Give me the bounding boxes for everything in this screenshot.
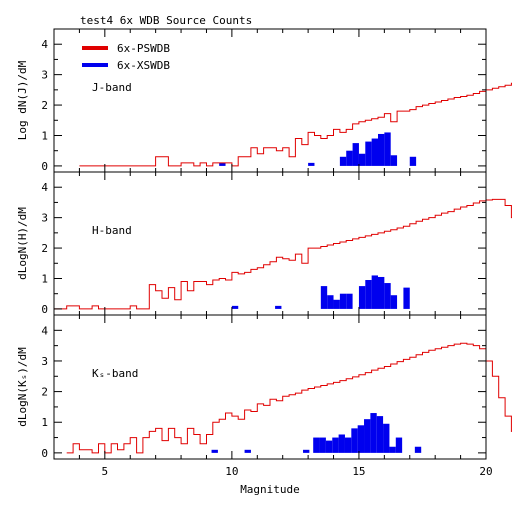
xs-bar xyxy=(219,162,226,166)
xs-bar xyxy=(376,416,384,453)
xs-bar xyxy=(327,295,334,309)
xs-bar xyxy=(371,275,378,309)
y-axis-label: Log dN(J)/dM xyxy=(16,60,29,140)
y-tick-label: 4 xyxy=(41,324,48,337)
xs-bar xyxy=(378,133,385,166)
xs-bar xyxy=(339,156,347,166)
y-tick-label: 0 xyxy=(41,160,48,173)
xs-bar xyxy=(351,428,358,453)
xs-bar xyxy=(231,305,239,309)
xs-bar xyxy=(346,293,353,309)
xs-bar xyxy=(357,425,365,453)
y-tick-label: 0 xyxy=(41,303,48,316)
xs-bar xyxy=(409,156,417,166)
xs-bar xyxy=(365,141,372,166)
x-tick-label: 5 xyxy=(102,465,109,478)
y-tick-label: 3 xyxy=(41,69,48,82)
ps-step-line xyxy=(79,82,512,167)
y-tick-label: 1 xyxy=(41,272,48,285)
xs-bar xyxy=(346,150,353,166)
xs-bar xyxy=(275,305,282,309)
chart-title: test4 6x WDB Source Counts xyxy=(80,14,252,27)
xs-bar xyxy=(313,437,320,453)
xs-bar xyxy=(333,299,340,309)
xs-bar xyxy=(325,440,333,453)
xs-bar xyxy=(320,286,328,309)
xs-bar xyxy=(383,423,390,453)
y-tick-label: 3 xyxy=(41,355,48,368)
xs-bar xyxy=(332,437,339,453)
x-tick-label: 20 xyxy=(479,465,492,478)
y-tick-label: 1 xyxy=(41,416,48,429)
panel-2: 0 1 2 3 4 dLogN(Kₛ)/dM Kₛ-band xyxy=(16,314,512,460)
panel-0: 0 1 2 3 4 Log dN(J)/dM J-band xyxy=(16,28,512,173)
xs-bar xyxy=(303,449,310,453)
xs-bar xyxy=(244,449,251,453)
x-axis-label: Magnitude xyxy=(240,483,300,496)
y-tick-label: 0 xyxy=(41,447,48,460)
y-tick-label: 4 xyxy=(41,38,48,51)
legend: 6x-PSWDB 6x-XSWDB xyxy=(82,42,170,72)
xs-bar xyxy=(364,419,371,453)
xs-bar xyxy=(414,446,422,453)
xs-bar xyxy=(211,449,218,453)
y-tick-label: 2 xyxy=(41,242,48,255)
y-tick-label: 2 xyxy=(41,99,48,112)
xs-bar xyxy=(384,283,391,309)
band-label: J-band xyxy=(92,81,132,94)
xs-bar xyxy=(338,434,345,453)
y-tick-label: 2 xyxy=(41,386,48,399)
xs-bar xyxy=(358,286,366,309)
xs-bar xyxy=(390,295,398,309)
panel-frame xyxy=(53,314,487,460)
xs-bar xyxy=(352,143,359,166)
y-tick-label: 1 xyxy=(41,129,48,142)
band-label: Kₛ-band xyxy=(92,367,138,380)
xs-bar xyxy=(344,437,352,453)
ps-step-line xyxy=(66,342,512,454)
y-axis-label: dLogN(H)/dM xyxy=(16,207,29,280)
x-tick-label: 10 xyxy=(225,465,238,478)
xs-bar xyxy=(365,280,372,309)
legend-label-xswdb: 6x-XSWDB xyxy=(117,59,170,72)
xs-bar xyxy=(339,293,347,309)
xs-bar xyxy=(371,138,378,166)
panel-1: 0 1 2 3 4 dLogN(H)/dM H-band xyxy=(16,171,512,316)
y-tick-label: 4 xyxy=(41,181,48,194)
y-axis-label: dLogN(Kₛ)/dM xyxy=(16,347,29,427)
xs-bar xyxy=(358,153,366,166)
xs-bar xyxy=(389,446,396,453)
y-tick-label: 3 xyxy=(41,212,48,225)
xs-bar xyxy=(370,413,377,453)
legend-label-pswdb: 6x-PSWDB xyxy=(117,42,170,55)
x-tick-label: 15 xyxy=(352,465,365,478)
panels-group: 0 1 2 3 4 Log dN(J)/dM J-band 0 1 2 3 4 dLogN(H)/dM H… xyxy=(16,28,512,478)
panel-frame xyxy=(53,171,487,316)
xs-bar xyxy=(395,437,403,453)
xs-bar xyxy=(403,287,410,309)
xs-bar xyxy=(384,132,391,166)
xs-bar xyxy=(319,437,326,453)
band-label: H-band xyxy=(92,224,132,237)
xs-bar xyxy=(308,162,315,166)
xs-bar xyxy=(390,155,398,166)
xs-bar xyxy=(378,276,385,309)
ps-step-line xyxy=(54,198,512,310)
